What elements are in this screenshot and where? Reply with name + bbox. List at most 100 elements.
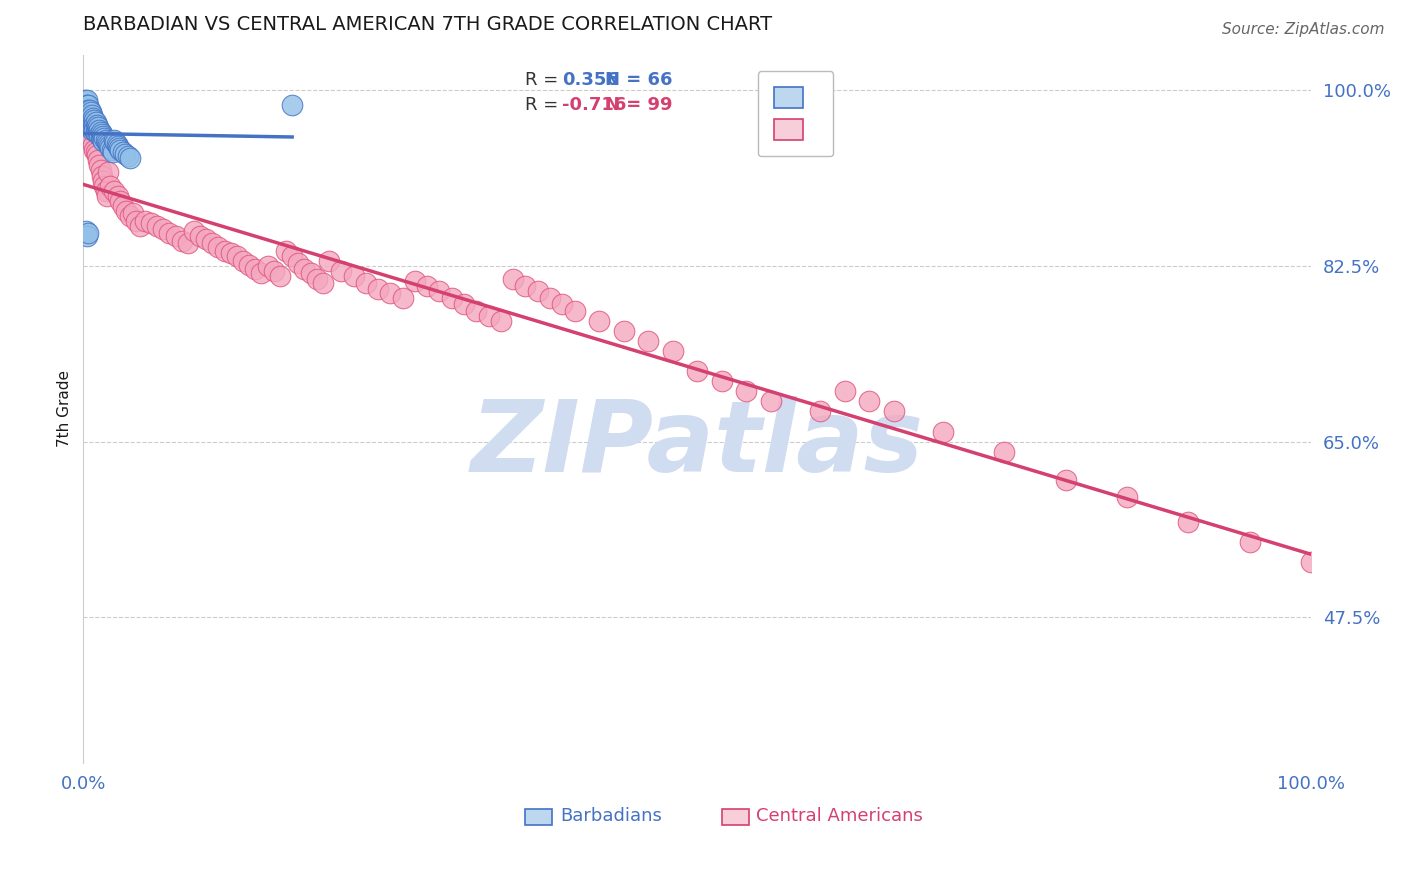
Text: R =: R =: [526, 95, 564, 113]
Point: [100, 144, 122, 158]
Point: [80, 118, 103, 132]
Point: [103, 133, 125, 147]
Point: [100, 141, 122, 155]
Text: Source: ZipAtlas.com: Source: ZipAtlas.com: [1222, 22, 1385, 37]
Point: [318, 253, 340, 268]
FancyBboxPatch shape: [721, 809, 749, 824]
Point: [77, 108, 100, 122]
Point: [80, 105, 103, 120]
Point: [79, 118, 101, 132]
Point: [440, 291, 463, 305]
Point: [96, 136, 118, 150]
Point: [165, 228, 187, 243]
Point: [367, 282, 389, 296]
Point: [139, 216, 162, 230]
Point: [87, 153, 110, 168]
Point: [93, 178, 115, 193]
Point: [79, 108, 101, 122]
Point: [77, 98, 100, 112]
Point: [342, 268, 364, 283]
Point: [83, 123, 105, 137]
Point: [90, 125, 112, 139]
Point: [858, 394, 880, 409]
Point: [76, 115, 98, 129]
Point: [281, 249, 304, 263]
Point: [1054, 473, 1077, 487]
Point: [89, 123, 111, 137]
Point: [80, 120, 103, 135]
Point: [84, 145, 107, 160]
Point: [83, 118, 105, 132]
Point: [87, 125, 110, 139]
Point: [883, 404, 905, 418]
Point: [75, 108, 97, 122]
Point: [686, 364, 709, 378]
Point: [93, 131, 115, 145]
Point: [152, 221, 174, 235]
Point: [83, 144, 105, 158]
Point: [120, 152, 142, 166]
Point: [97, 165, 120, 179]
Point: [551, 297, 574, 311]
Point: [219, 245, 242, 260]
Point: [105, 137, 128, 152]
Point: [73, 93, 96, 107]
Point: [76, 228, 98, 243]
Point: [83, 113, 105, 128]
Point: [502, 272, 524, 286]
Point: [232, 253, 254, 268]
Point: [77, 103, 100, 118]
Point: [416, 279, 439, 293]
Point: [82, 112, 104, 126]
Point: [120, 209, 142, 223]
Point: [391, 291, 413, 305]
Point: [103, 184, 125, 198]
Point: [269, 268, 291, 283]
Point: [735, 384, 758, 399]
Point: [104, 136, 127, 150]
Point: [305, 272, 328, 286]
Point: [170, 234, 193, 248]
Point: [80, 113, 103, 128]
Point: [526, 284, 548, 298]
Point: [76, 103, 98, 118]
Point: [94, 133, 117, 147]
Point: [195, 232, 218, 246]
Point: [188, 228, 211, 243]
Point: [134, 213, 156, 227]
Point: [117, 149, 139, 163]
Point: [183, 224, 205, 238]
Point: [108, 141, 131, 155]
Point: [404, 274, 426, 288]
Point: [201, 235, 224, 250]
Y-axis label: 7th Grade: 7th Grade: [58, 370, 72, 448]
Point: [89, 158, 111, 172]
Point: [79, 103, 101, 118]
Point: [87, 120, 110, 135]
Point: [932, 425, 955, 439]
Point: [429, 284, 451, 298]
Point: [281, 98, 304, 112]
Point: [330, 264, 353, 278]
Point: [82, 121, 104, 136]
Point: [125, 213, 148, 227]
Point: [613, 324, 636, 338]
Point: [808, 404, 831, 418]
Point: [1239, 535, 1261, 549]
Point: [75, 98, 97, 112]
Text: BARBADIAN VS CENTRAL AMERICAN 7TH GRADE CORRELATION CHART: BARBADIAN VS CENTRAL AMERICAN 7TH GRADE …: [83, 15, 772, 34]
Point: [465, 304, 488, 318]
Point: [94, 184, 117, 198]
Point: [107, 139, 129, 153]
Point: [1177, 515, 1199, 529]
Point: [294, 261, 316, 276]
Point: [1116, 490, 1139, 504]
Point: [75, 103, 97, 118]
Point: [129, 219, 152, 233]
Point: [564, 304, 586, 318]
Point: [82, 116, 104, 130]
Point: [84, 120, 107, 135]
Text: N = 66: N = 66: [605, 70, 672, 89]
Point: [80, 110, 103, 124]
Point: [263, 264, 285, 278]
